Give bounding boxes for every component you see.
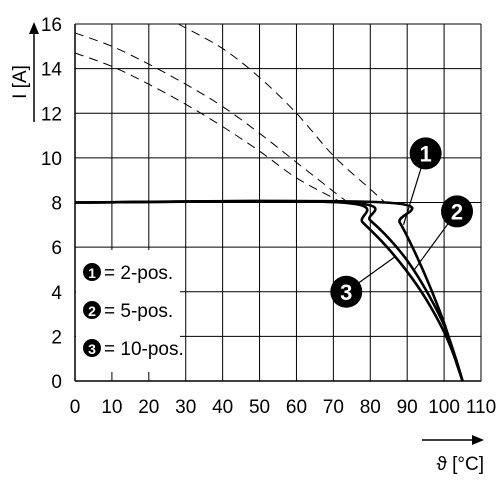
legend-badge-3-label: 3	[88, 341, 96, 357]
callout-badge-1-label: 1	[420, 141, 432, 166]
x-tick-label-0: 0	[70, 397, 81, 418]
callout-badge-2	[441, 195, 474, 228]
legend-item-3: 3 = 10-pos.	[83, 339, 184, 360]
series-3-dashed-line	[74, 52, 342, 203]
callout-badge-1	[409, 137, 442, 170]
y-tick-label-6: 6	[51, 238, 62, 259]
y-tick-label-2: 2	[51, 327, 62, 348]
legend: 1 = 2-pos. 2 = 5-pos. 3 = 10-pos.	[76, 250, 184, 372]
y-tick-label-16: 16	[41, 15, 62, 36]
series-1-dashed-line	[178, 23, 386, 203]
x-axis-arrow-head	[472, 435, 484, 445]
y-axis-arrow-head	[29, 22, 39, 34]
y-tick-label-0: 0	[51, 372, 62, 393]
legend-badge-1	[83, 263, 101, 281]
x-tick-label-20: 20	[138, 397, 159, 418]
legend-badge-2	[83, 301, 101, 319]
x-axis-title: ϑ [°C]	[436, 454, 484, 475]
x-tick-label-90: 90	[397, 397, 418, 418]
x-tick-label-30: 30	[175, 397, 196, 418]
callout-badge-3-label: 3	[340, 280, 352, 305]
y-axis-title: I [A]	[10, 65, 31, 99]
legend-item-2: 2 = 5-pos.	[83, 301, 173, 322]
axes-layer	[74, 24, 481, 382]
x-tick-label-60: 60	[286, 397, 307, 418]
x-axis-title-group: ϑ [°C]	[422, 435, 484, 475]
x-tick-label-80: 80	[360, 397, 381, 418]
legend-badge-2-label: 2	[88, 303, 96, 319]
y-tick-label-8: 8	[51, 194, 62, 215]
x-tick-label-50: 50	[249, 397, 270, 418]
x-tick-label-110: 110	[466, 397, 496, 418]
y-tick-label-4: 4	[51, 283, 62, 304]
y-tick-label-14: 14	[41, 60, 63, 81]
callout-layer: 1 2 3	[330, 137, 474, 308]
legend-label-1: = 2-pos.	[104, 263, 173, 284]
legend-badge-3	[83, 339, 101, 357]
series-2-dashed-line	[74, 32, 349, 203]
legend-item-1: 1 = 2-pos.	[83, 263, 173, 284]
x-tick-label-10: 10	[101, 397, 122, 418]
y-tick-label-10: 10	[41, 149, 62, 170]
callout-badge-2-label: 2	[451, 199, 463, 224]
legend-label-2: = 5-pos.	[104, 301, 173, 322]
legend-badge-1-label: 1	[88, 265, 96, 281]
legend-label-3: = 10-pos.	[104, 339, 184, 360]
x-tick-label-40: 40	[212, 397, 233, 418]
callout-badge-3	[330, 275, 363, 308]
y-tick-label-12: 12	[41, 104, 62, 125]
x-tick-label-100: 100	[428, 397, 460, 418]
x-tick-label-70: 70	[323, 397, 344, 418]
y-axis-title-group: I [A]	[10, 22, 39, 122]
